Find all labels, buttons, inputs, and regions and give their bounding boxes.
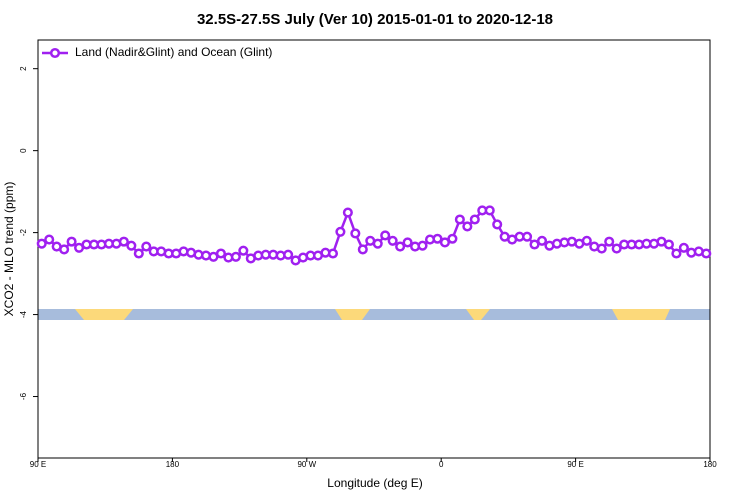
data-point [387,235,398,246]
data-point [596,243,607,254]
data-point [469,214,480,225]
data-point [447,233,458,244]
legend-marker [49,47,61,59]
x-tick-label: 180 [166,460,180,469]
data-point [335,226,346,237]
data-point [522,231,533,242]
data-point [678,242,689,253]
data-point [529,239,540,250]
y-tick-label: -4 [19,310,28,318]
chart-title: 32.5S-27.5S July (Ver 10) 2015-01-01 to … [197,11,553,28]
data-point [395,241,406,252]
x-axis-label: Longitude (deg E) [327,476,422,490]
plot-frame [37,39,711,459]
data-point [454,214,465,225]
data-point [581,235,592,246]
data-point [215,248,226,259]
data-point [118,236,129,247]
x-tick-label: 180 [703,460,717,469]
land-strip [335,309,370,320]
y-tick-label: -6 [19,392,28,400]
data-point [536,235,548,246]
x-tick-label: 90 E [30,460,46,469]
data-point [701,248,712,259]
legend-label: Land (Nadir&Glint) and Ocean (Glint) [75,45,272,59]
data-point [141,241,152,252]
x-tick-label: 0 [439,460,444,469]
data-point [230,251,241,262]
data-point [380,230,391,241]
data-point [283,249,294,260]
y-axis-label: XCO2 - MLO trend (ppm) [2,182,16,317]
data-point [439,237,450,248]
land-strip [612,309,670,320]
y-tick-label: 2 [19,66,28,71]
land-strip [466,309,490,320]
data-point [372,238,383,249]
surface-strip [38,309,710,320]
data-point [462,221,473,232]
data-point [44,234,55,245]
data-point [402,237,413,248]
data-point [126,240,137,251]
x-tick-label: 90 W [297,460,316,469]
y-tick-label: -2 [19,229,28,237]
data-point [357,244,368,255]
data-point [327,248,338,259]
data-point [36,238,47,249]
data-point [417,240,428,251]
data-point [66,236,77,247]
y-tick-label: 0 [19,148,28,153]
data-point [432,233,443,244]
data-point [342,207,353,218]
data-point [663,239,674,250]
data-point [59,244,70,255]
land-strip [75,309,133,320]
ocean-strip [38,309,710,320]
data-point [611,243,622,254]
data-point [671,248,682,259]
data-point [492,219,503,230]
data-point [350,228,361,239]
data-point [133,248,144,259]
data-point [238,245,249,256]
x-tick-label: 90 E [567,460,583,469]
data-point [484,205,495,216]
data-point [604,236,615,247]
